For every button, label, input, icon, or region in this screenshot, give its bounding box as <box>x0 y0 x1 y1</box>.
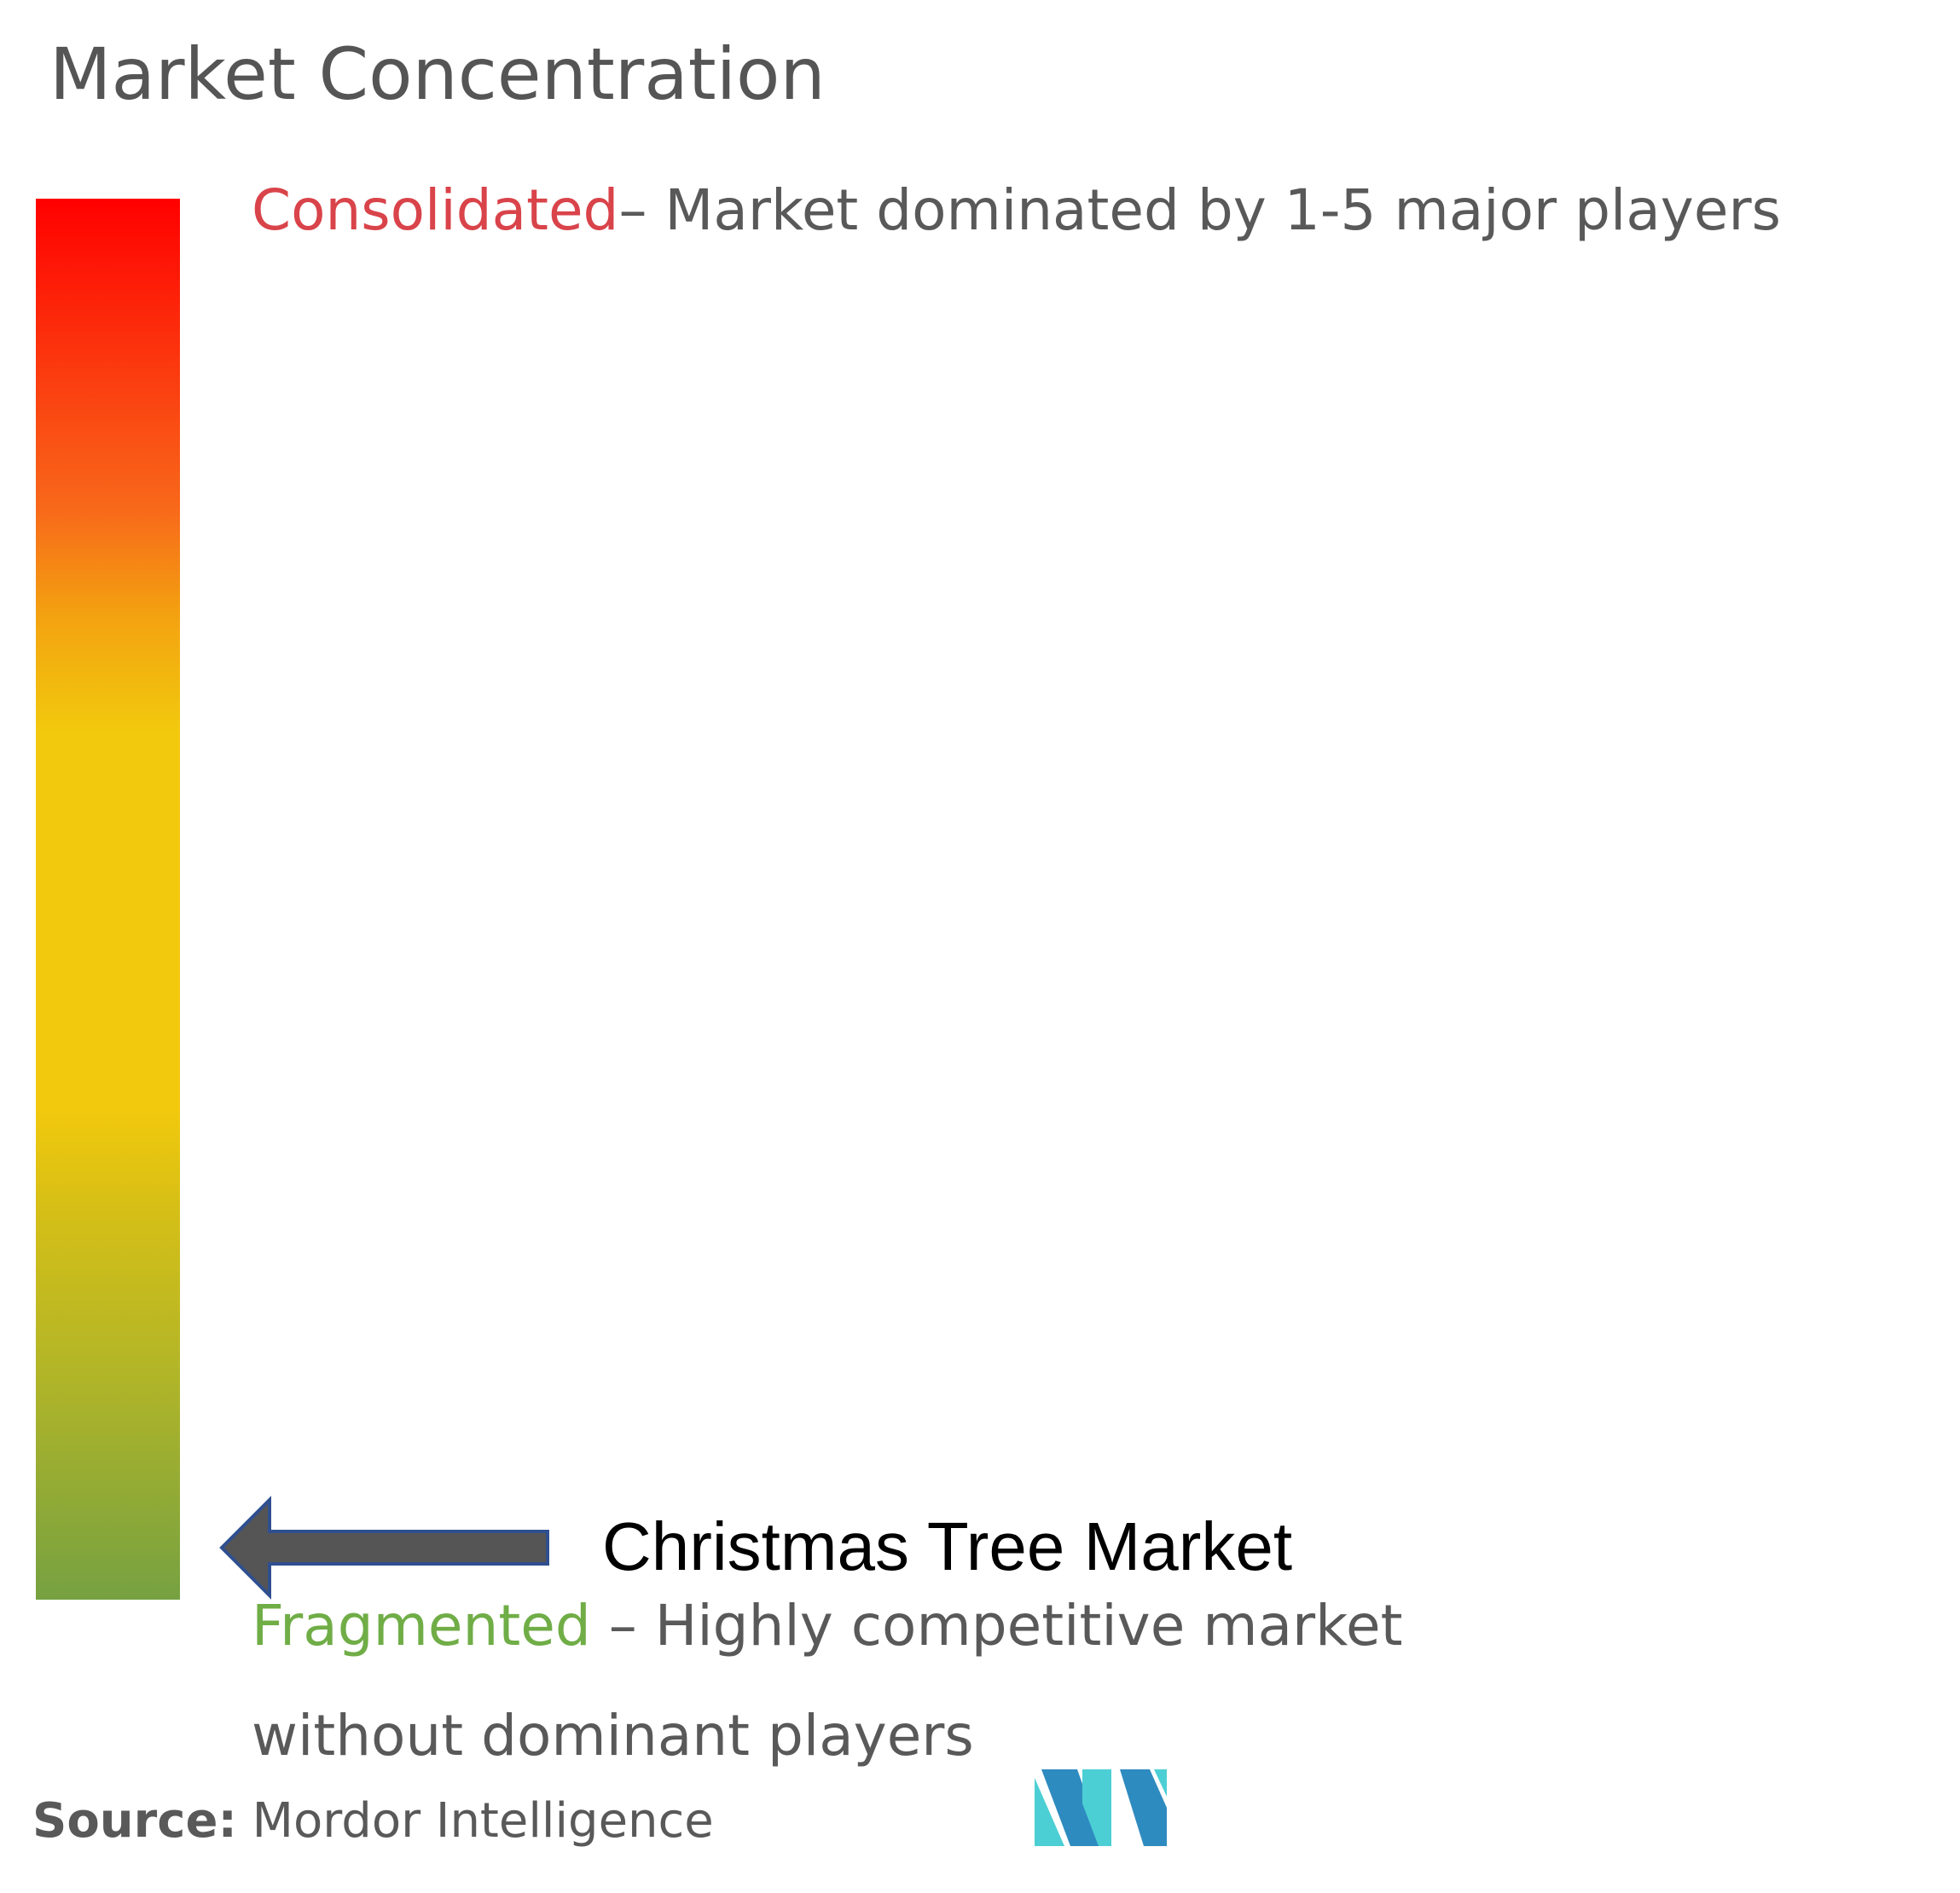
mordor-intelligence-logo <box>1035 1769 1167 1846</box>
fragmented-description: Fragmented – Highly competitive market <box>252 1593 1403 1659</box>
consolidated-description: Consolidated– Market dominated by 1-5 ma… <box>252 177 1781 243</box>
fragmented-text-line1: – Highly competitive market <box>590 1593 1403 1659</box>
consolidated-label: Consolidated <box>252 177 619 243</box>
source-key: Source: <box>32 1793 237 1849</box>
source-value: Mordor Intelligence <box>252 1793 714 1849</box>
market-position-arrow <box>219 1496 549 1600</box>
source-line: Source: Mordor Intelligence <box>32 1793 714 1849</box>
consolidated-text: – Market dominated by 1-5 major players <box>618 177 1781 243</box>
concentration-gradient-bar <box>36 199 180 1600</box>
market-marker-label: Christmas Tree Market <box>602 1508 1293 1584</box>
fragmented-label: Fragmented <box>252 1593 591 1659</box>
left-arrow-icon <box>219 1496 549 1600</box>
page-title: Market Concentration <box>49 32 826 116</box>
fragmented-text-line2: without dominant players <box>252 1703 974 1769</box>
